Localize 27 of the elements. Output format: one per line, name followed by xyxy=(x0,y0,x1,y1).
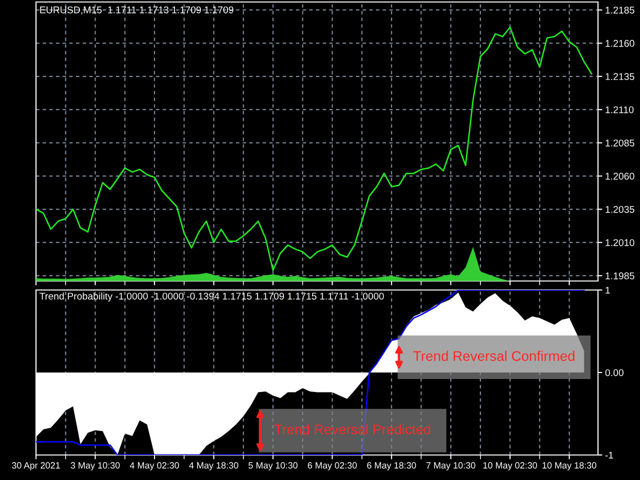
annotation: Trend Reversal Confirmed xyxy=(413,350,574,361)
x-tick-label: 7 May 10:30 xyxy=(426,462,476,470)
annotation: Trend Reversal Predicted xyxy=(274,424,430,434)
y-tick-label: 1.2160 xyxy=(606,40,634,47)
x-tick-label: 4 May 18:30 xyxy=(189,462,238,470)
y-tick-label: 1 xyxy=(606,286,610,294)
y-tick-label: 1.2185 xyxy=(606,6,634,14)
y-tick-label: 1.2035 xyxy=(606,206,634,213)
x-tick-label: 10 May 02:30 xyxy=(483,462,538,470)
chart-title: EURUSD,M15 1.1711 1.1713 1.1709 1.1709 xyxy=(40,6,234,14)
y-tick-label: 1.2060 xyxy=(606,172,634,180)
x-tick-label: 5 May 10:30 xyxy=(248,462,298,470)
line-series xyxy=(36,26,592,272)
x-tick-label: 10 May 18:30 xyxy=(542,462,596,470)
y-tick-label: 1.2010 xyxy=(606,239,634,246)
x-tick-label: 3 May 10:30 xyxy=(70,462,120,470)
x-tick-label: 30 Apr 2021 xyxy=(12,462,60,470)
x-tick-label: 6 May 18:30 xyxy=(367,462,416,470)
y-tick-label: 0.00 xyxy=(605,369,624,376)
chart-title: Trend Probability -1.0000 -1.0000 -0.1394 1.1715 1.1709 1.1715 1.1711 -1.0000 xyxy=(40,292,384,302)
y-tick-label: 1.1985 xyxy=(606,272,634,280)
y-tick-label: 1.2110 xyxy=(606,106,634,114)
x-tick-label: 6 May 02:30 xyxy=(308,462,357,470)
y-tick-label: -1 xyxy=(605,452,614,459)
x-tick-label: 4 May 02:30 xyxy=(130,462,179,470)
y-tick-label: 1.2135 xyxy=(606,73,634,80)
y-tick-label: 1.2085 xyxy=(606,140,634,146)
